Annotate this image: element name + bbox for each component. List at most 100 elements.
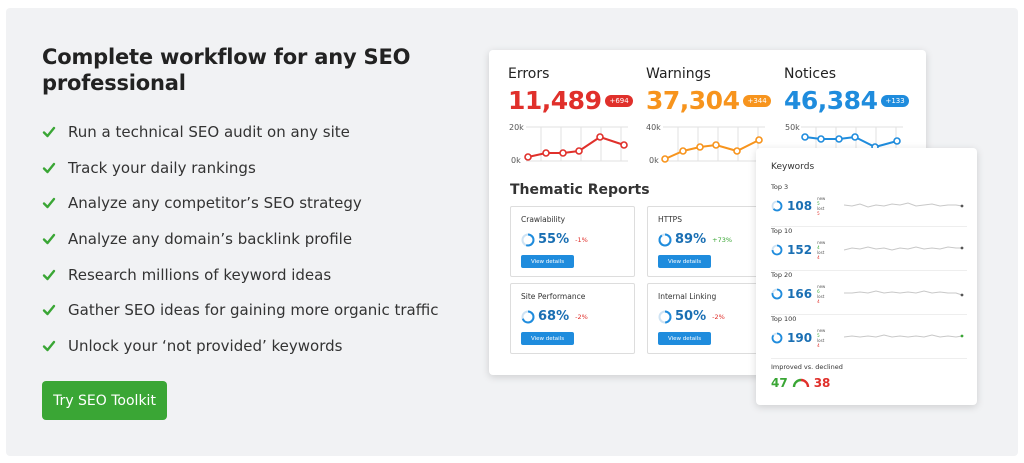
view-details-button[interactable]: View details — [521, 332, 574, 345]
view-details-button[interactable]: View details — [658, 332, 711, 345]
check-icon — [42, 305, 56, 316]
notices-value: 46,384 — [784, 86, 878, 115]
errors-value: 11,489 — [508, 86, 602, 115]
new-count: 4 — [817, 245, 820, 250]
try-seo-toolkit-button[interactable]: Try SEO Toolkit — [42, 381, 167, 420]
new-label: new — [817, 328, 826, 333]
warnings-trend-chart — [661, 126, 765, 163]
errors-ymax: 20k — [509, 123, 524, 132]
lost-count: 4 — [817, 343, 820, 348]
progress-ring-icon — [521, 310, 535, 323]
feature-item: Gather SEO ideas for gaining more organi… — [42, 292, 462, 328]
report-value: 55% — [538, 232, 570, 247]
feature-label: Gather SEO ideas for gaining more organi… — [68, 301, 439, 320]
report-delta: -2% — [575, 312, 588, 321]
warnings-badge: +344 — [743, 94, 771, 107]
lost-count: 4 — [817, 299, 820, 304]
feature-item: Track your daily rankings — [42, 150, 462, 186]
report-tile-https: HTTPS 89% +73% View details — [647, 206, 772, 277]
report-title: Crawlability — [521, 215, 566, 224]
report-title: Site Performance — [521, 292, 586, 301]
feature-label: Unlock your ‘not provided’ keywords — [68, 336, 343, 355]
feature-item: Research millions of keyword ideas — [42, 257, 462, 293]
view-details-button[interactable]: View details — [521, 255, 574, 268]
new-count: 6 — [817, 289, 820, 294]
improved-vs-declined: 47 38 — [771, 376, 830, 390]
lost-count: 4 — [817, 255, 820, 260]
report-tile-crawlability: Crawlability 55% -1% View details — [510, 206, 635, 277]
lost-label: lost — [817, 294, 825, 299]
warnings-value: 37,304 — [646, 86, 740, 115]
warnings-ymin: 0k — [649, 156, 659, 165]
warnings-ymax: 40k — [646, 123, 661, 132]
notices-ymax: 50k — [785, 123, 800, 132]
keyword-sparkline — [844, 202, 964, 208]
progress-ring-icon — [658, 310, 672, 323]
lost-count: 5 — [817, 211, 820, 216]
report-title: Internal Linking — [658, 292, 717, 301]
declined-count: 38 — [813, 376, 831, 390]
report-delta: -2% — [712, 312, 725, 321]
feature-item: Unlock your ‘not provided’ keywords — [42, 328, 462, 364]
keyword-count: 166 — [787, 287, 813, 301]
report-tile-site-performance: Site Performance 68% -2% View details — [510, 283, 635, 354]
errors-trend-chart — [524, 126, 628, 162]
check-icon — [42, 126, 56, 138]
report-tile-internal-linking: Internal Linking 50% -2% View details — [647, 283, 772, 354]
headline: Complete workflow for any SEO profession… — [42, 45, 411, 95]
feature-item: Analyze any domain’s backlink profile — [42, 221, 462, 257]
feature-label: Analyze any competitor’s SEO strategy — [68, 194, 362, 213]
lost-label: lost — [817, 338, 825, 343]
check-icon — [42, 162, 56, 173]
improved-count: 47 — [771, 376, 788, 390]
keyword-count: 152 — [787, 243, 813, 257]
progress-ring-icon — [521, 233, 535, 246]
keyword-row-top-100: Top 100 190 new 5 lost 4 — [771, 315, 967, 359]
notices-badge: +133 — [881, 94, 909, 107]
errors-badge: +694 — [605, 94, 633, 107]
errors-ymin: 0k — [511, 156, 521, 165]
check-icon — [42, 233, 56, 245]
new-count: 5 — [817, 333, 820, 338]
report-title: HTTPS — [658, 215, 682, 224]
keyword-row-label: Top 10 — [771, 227, 793, 235]
feature-item: Run a technical SEO audit on any site — [42, 114, 462, 150]
new-label: new — [817, 240, 826, 245]
keyword-count: 108 — [787, 199, 813, 213]
promo-copy: Complete workflow for any SEO profession… — [42, 44, 462, 364]
feature-item: Analyze any competitor’s SEO strategy — [42, 185, 462, 221]
warnings-metric: Warnings 37,304 +344 — [646, 66, 771, 115]
new-label: new — [817, 284, 826, 289]
keywords-title: Keywords — [771, 162, 815, 172]
notices-metric: Notices 46,384 +133 — [784, 66, 909, 115]
keyword-row-top-3: Top 3 108 new 5 lost 5 — [771, 183, 967, 227]
view-details-button[interactable]: View details — [658, 255, 711, 268]
keyword-count: 190 — [787, 331, 813, 345]
errors-metric: Errors 11,489 +694 — [508, 66, 633, 115]
check-icon — [42, 198, 56, 209]
feature-list: Run a technical SEO audit on any site Tr… — [42, 114, 462, 364]
keyword-row-label: Top 100 — [771, 315, 797, 323]
errors-label: Errors — [508, 66, 550, 82]
report-delta: -1% — [575, 235, 588, 244]
thematic-reports-title: Thematic Reports — [510, 182, 650, 198]
new-count: 5 — [817, 201, 820, 206]
lost-label: lost — [817, 206, 825, 211]
progress-ring-icon — [771, 332, 783, 344]
keyword-sparkline — [844, 290, 964, 297]
keyword-row-label: Top 3 — [771, 183, 789, 191]
progress-ring-icon — [771, 244, 783, 256]
progress-ring-icon — [658, 233, 672, 246]
new-label: new — [817, 196, 826, 201]
feature-label: Run a technical SEO audit on any site — [68, 122, 350, 141]
keyword-sparkline — [844, 334, 964, 338]
report-value: 68% — [538, 309, 570, 324]
keywords-card: Keywords Top 3 108 new 5 lost 5 Top 10 152… — [756, 148, 977, 405]
improved-vs-declined-label: Improved vs. declined — [771, 363, 843, 371]
keyword-row-top-20: Top 20 166 new 6 lost 4 — [771, 271, 967, 315]
feature-label: Analyze any domain’s backlink profile — [68, 229, 353, 248]
keyword-row-top-10: Top 10 152 new 4 lost 4 — [771, 227, 967, 271]
report-value: 89% — [675, 232, 707, 247]
feature-label: Track your daily rankings — [68, 158, 256, 177]
check-icon — [42, 340, 56, 352]
